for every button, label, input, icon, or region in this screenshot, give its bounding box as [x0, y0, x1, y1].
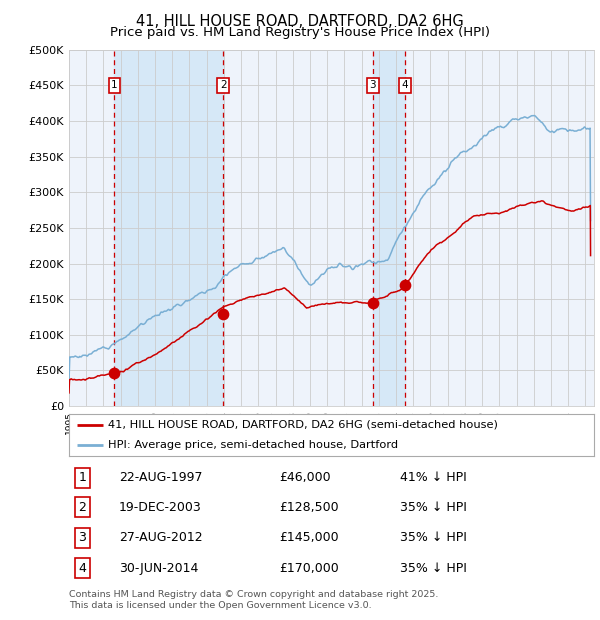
- Text: 3: 3: [78, 531, 86, 544]
- Point: [218, 309, 228, 319]
- Point: [110, 368, 119, 378]
- Text: £170,000: £170,000: [279, 562, 339, 575]
- Text: 3: 3: [370, 80, 376, 91]
- Text: 19-DEC-2003: 19-DEC-2003: [119, 500, 202, 513]
- Text: £145,000: £145,000: [279, 531, 338, 544]
- Point: [368, 298, 377, 308]
- Text: 1: 1: [78, 471, 86, 484]
- Text: 4: 4: [401, 80, 408, 91]
- Text: HPI: Average price, semi-detached house, Dartford: HPI: Average price, semi-detached house,…: [109, 440, 398, 450]
- Text: 27-AUG-2012: 27-AUG-2012: [119, 531, 203, 544]
- Text: 2: 2: [220, 80, 227, 91]
- Text: 41, HILL HOUSE ROAD, DARTFORD, DA2 6HG: 41, HILL HOUSE ROAD, DARTFORD, DA2 6HG: [136, 14, 464, 29]
- Bar: [373, 50, 404, 406]
- Text: 4: 4: [78, 562, 86, 575]
- Text: 2: 2: [78, 500, 86, 513]
- Text: 41, HILL HOUSE ROAD, DARTFORD, DA2 6HG (semi-detached house): 41, HILL HOUSE ROAD, DARTFORD, DA2 6HG (…: [109, 420, 498, 430]
- Text: 22-AUG-1997: 22-AUG-1997: [119, 471, 202, 484]
- Text: 30-JUN-2014: 30-JUN-2014: [119, 562, 198, 575]
- Text: 35% ↓ HPI: 35% ↓ HPI: [400, 562, 467, 575]
- Text: 35% ↓ HPI: 35% ↓ HPI: [400, 531, 467, 544]
- Point: [400, 280, 409, 290]
- Text: 41% ↓ HPI: 41% ↓ HPI: [400, 471, 467, 484]
- Text: 1: 1: [111, 80, 118, 91]
- Text: Price paid vs. HM Land Registry's House Price Index (HPI): Price paid vs. HM Land Registry's House …: [110, 26, 490, 39]
- Bar: [115, 50, 223, 406]
- Text: £128,500: £128,500: [279, 500, 338, 513]
- Text: £46,000: £46,000: [279, 471, 331, 484]
- Text: 35% ↓ HPI: 35% ↓ HPI: [400, 500, 467, 513]
- Text: Contains HM Land Registry data © Crown copyright and database right 2025.
This d: Contains HM Land Registry data © Crown c…: [69, 590, 439, 609]
